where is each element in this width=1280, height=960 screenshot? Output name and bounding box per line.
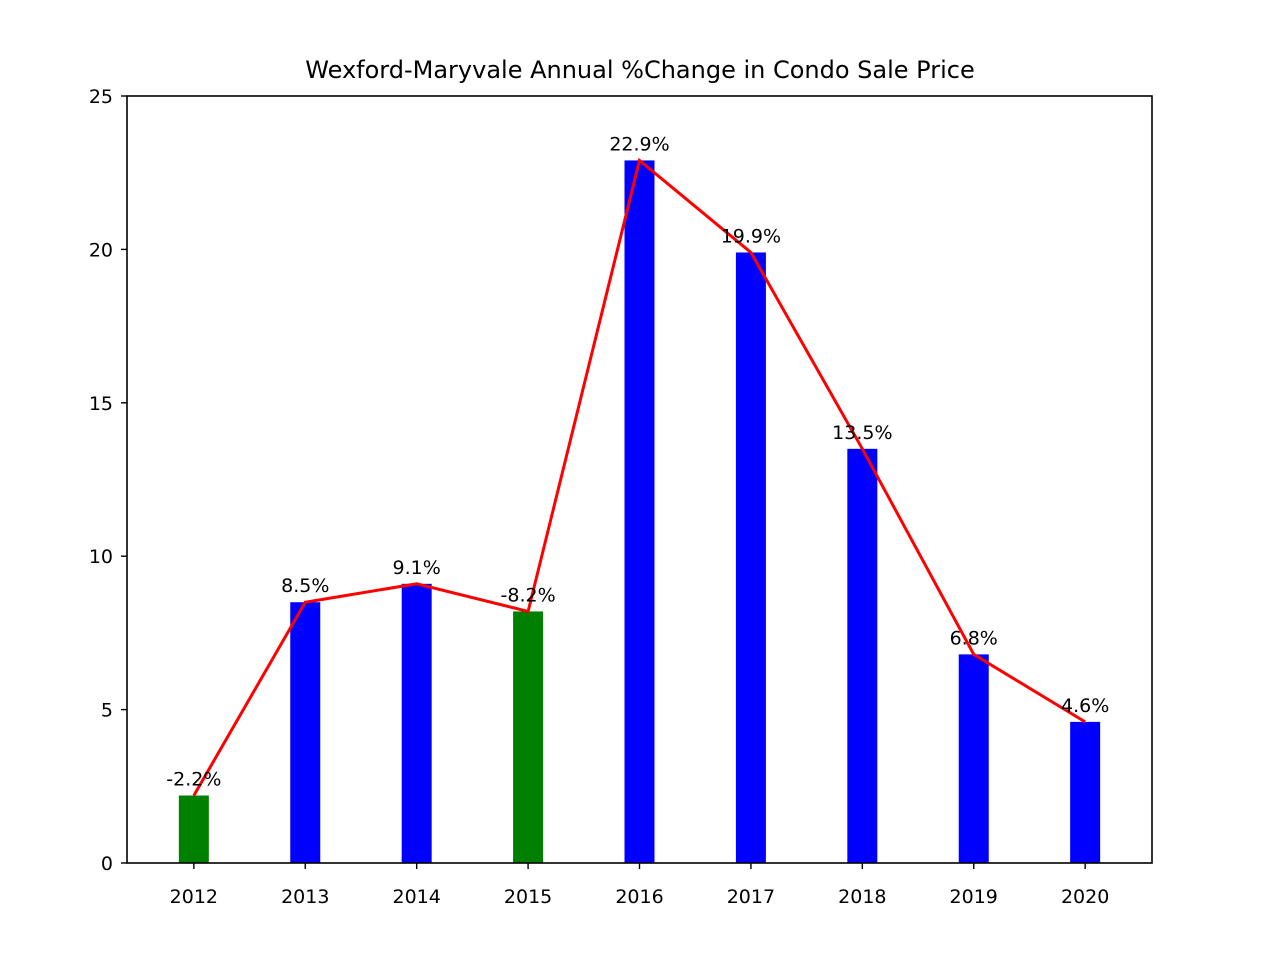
y-tick-label-0: 0 (101, 853, 113, 875)
bar-label-2012: -2.2% (166, 769, 221, 791)
bar-2019 (958, 654, 989, 863)
bar-2014 (401, 583, 432, 863)
x-axis: 2012 2013 2014 2015 2016 2017 2018 2019 2020 (170, 863, 1109, 908)
bar-2018 (847, 448, 878, 863)
bar-2020 (1070, 721, 1101, 863)
x-tick-label-2016: 2016 (615, 886, 663, 908)
x-tick-label-2020: 2020 (1061, 886, 1109, 908)
y-tick-label-10: 10 (89, 546, 113, 568)
bar-2012 (178, 795, 209, 863)
bar-label-2018: 13.5% (832, 422, 892, 444)
bar-labels-group: -2.2% 8.5% 9.1% -8.2% 22.9% 19.9% 13.5% 6.8% 4.6… (166, 133, 1109, 790)
bar-label-2015: -8.2% (501, 584, 556, 606)
bar-label-2014: 9.1% (393, 557, 441, 579)
y-tick-label-20: 20 (89, 239, 113, 261)
y-tick-label-5: 5 (101, 700, 113, 722)
bar-2015 (513, 611, 544, 863)
bar-label-2013: 8.5% (281, 575, 329, 597)
plot-frame (126, 95, 1153, 864)
bar-2013 (290, 602, 321, 863)
x-tick-label-2017: 2017 (727, 886, 775, 908)
chart-title: Wexford-Maryvale Annual %Change in Condo… (305, 56, 974, 84)
x-tick-label-2018: 2018 (838, 886, 886, 908)
bar-label-2016: 22.9% (609, 133, 669, 155)
bar-2016 (624, 160, 655, 864)
y-tick-label-25: 25 (89, 86, 113, 108)
y-tick-label-15: 15 (89, 393, 113, 415)
x-tick-label-2014: 2014 (392, 886, 440, 908)
bar-label-2017: 19.9% (721, 225, 781, 247)
trend-line-group (192, 157, 1086, 797)
bar-label-2019: 6.8% (950, 627, 998, 649)
x-tick-label-2015: 2015 (504, 886, 552, 908)
bar-2017 (735, 252, 766, 863)
bar-label-2020: 4.6% (1061, 695, 1109, 717)
x-tick-label-2013: 2013 (281, 886, 329, 908)
bars-group (178, 160, 1101, 864)
trend-line (192, 157, 1086, 797)
y-axis: 0 5 10 15 20 25 (89, 86, 127, 875)
x-tick-label-2019: 2019 (950, 886, 998, 908)
x-tick-label-2012: 2012 (170, 886, 218, 908)
